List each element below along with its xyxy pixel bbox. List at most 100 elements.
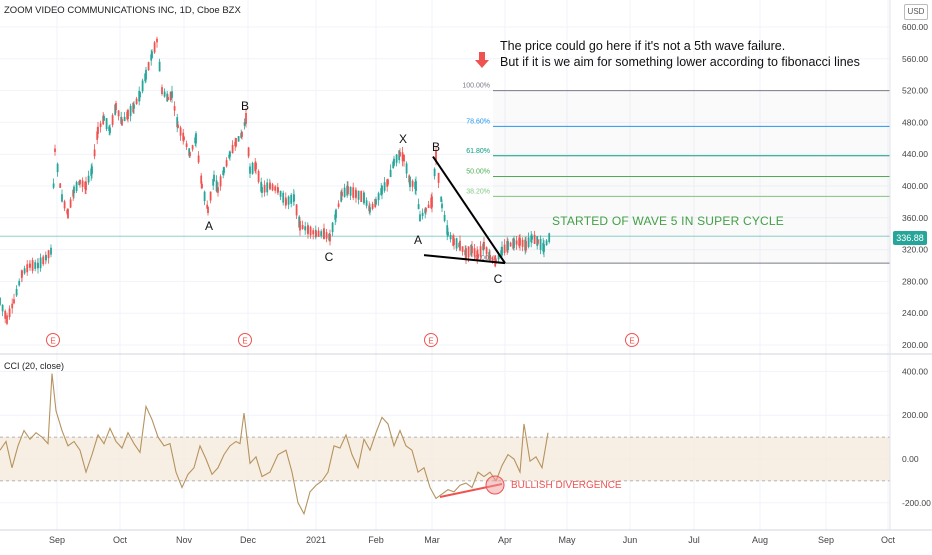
candle-body <box>225 160 228 167</box>
candle-body <box>213 174 215 182</box>
candle-body <box>195 133 197 144</box>
candle-body <box>212 178 215 186</box>
candle-body <box>515 240 518 245</box>
candle-body <box>145 69 147 80</box>
price-axis-label: 400.00 <box>902 181 928 191</box>
candle-body <box>255 162 257 170</box>
price-axis-label: 240.00 <box>902 308 928 318</box>
candle-body <box>365 200 368 206</box>
candle-body <box>179 127 182 136</box>
candle-body <box>123 116 126 122</box>
candle-body <box>245 113 247 124</box>
symbol-title[interactable]: ZOOM VIDEO COMMUNICATIONS INC, 1D, Cboe … <box>4 5 241 16</box>
candles-layer <box>0 36 551 326</box>
candle-body <box>479 246 482 257</box>
time-axis-label: Feb <box>368 535 384 545</box>
wave-label: C <box>325 250 334 264</box>
candle-body <box>141 80 144 92</box>
candle-body <box>151 51 153 59</box>
candle-body <box>399 152 401 157</box>
candle-body <box>163 91 166 97</box>
currency-badge[interactable]: USD <box>904 4 928 20</box>
candle-body <box>158 61 161 72</box>
candle-body <box>251 162 254 174</box>
candle-body <box>42 256 45 265</box>
candle-body <box>8 308 11 318</box>
candle-body <box>489 254 491 261</box>
main-annotation-line2: But if it is we aim for something lower … <box>500 55 860 69</box>
cci-axis-label: 0.00 <box>902 454 919 464</box>
candle-body <box>411 180 414 187</box>
wave-label: A <box>414 233 422 247</box>
candle-body <box>304 226 307 231</box>
candle-body <box>383 182 386 191</box>
candle-body <box>31 260 34 271</box>
candle-body <box>215 180 218 192</box>
time-axis-label: May <box>558 535 576 545</box>
candle-body <box>266 182 269 193</box>
candle-body <box>459 240 461 251</box>
candle-body <box>443 214 446 221</box>
candle-body <box>200 175 203 184</box>
candle-body <box>1 304 4 312</box>
candle-body <box>201 183 203 189</box>
candle-body <box>393 158 395 166</box>
candle-body <box>290 194 293 204</box>
fib-label: 100.00% <box>462 83 490 90</box>
candle-body <box>176 117 179 128</box>
candle-body <box>109 127 111 134</box>
earnings-marker <box>625 333 639 347</box>
wave-label: C <box>494 272 503 286</box>
candle-body <box>52 183 55 188</box>
cci-title[interactable]: CCI (20, close) <box>4 361 65 371</box>
candle-body <box>357 190 360 200</box>
fib-label: 78.60% <box>466 118 490 125</box>
time-axis-label: Apr <box>498 535 512 545</box>
candle-body <box>277 188 279 192</box>
price-axis-label: 480.00 <box>902 117 928 127</box>
candle-body <box>47 250 50 259</box>
candle-body <box>433 168 436 177</box>
candle-body <box>91 166 93 174</box>
candle-body <box>349 186 352 196</box>
candle-body <box>403 154 405 162</box>
candle-body <box>307 225 309 235</box>
candle-body <box>503 244 506 253</box>
candle-body <box>437 172 440 183</box>
candle-body <box>169 91 172 101</box>
wave-label: X <box>399 132 407 146</box>
main-annotation: The price could go here if it's not a 5t… <box>500 38 860 70</box>
price-axis-label: 560.00 <box>902 54 928 64</box>
candle-body <box>320 231 323 237</box>
candle-body <box>87 175 90 183</box>
candle-body <box>105 118 108 129</box>
time-axis-label: Oct <box>113 535 128 545</box>
fibonacci-layer: 100.00% 78.60% 61.80% 50.00% 38.20% 0.00% <box>0 83 890 264</box>
candle-body <box>243 122 246 126</box>
candle-body <box>279 190 282 197</box>
time-axis-label: Jul <box>688 535 700 545</box>
candle-body <box>249 166 251 174</box>
candle-body <box>153 42 156 53</box>
candle-body <box>117 110 120 117</box>
wave-label: B <box>241 99 249 113</box>
candle-body <box>417 204 420 210</box>
price-axis-label: 440.00 <box>902 149 928 159</box>
candle-body <box>343 187 346 197</box>
candle-body <box>63 201 66 209</box>
candle-body <box>295 204 298 216</box>
candle-body <box>483 242 485 250</box>
candle-body <box>73 186 75 194</box>
candle-body <box>26 264 29 273</box>
candle-body <box>191 145 194 150</box>
time-axis-label: Sep <box>49 535 65 545</box>
time-axis-label: Sep <box>818 535 834 545</box>
candle-body <box>15 288 18 296</box>
candle-body <box>257 171 260 182</box>
candle-body <box>188 148 191 156</box>
candle-body <box>465 248 467 259</box>
candle-body <box>263 184 266 193</box>
candle-body <box>323 228 325 240</box>
